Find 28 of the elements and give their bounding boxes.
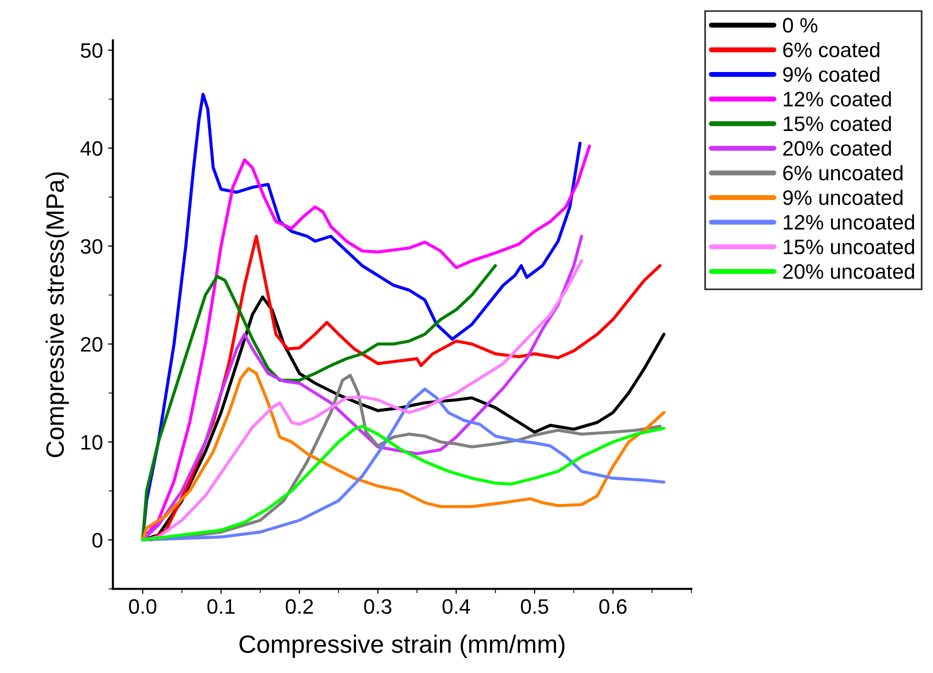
x-tick-label: 0.5 xyxy=(520,599,548,614)
line-series xyxy=(141,264,497,542)
y-tick-label: 40 xyxy=(80,141,102,156)
legend-label: 15% uncoated xyxy=(784,239,914,254)
legend-label: 6% coated xyxy=(783,42,880,58)
legend-label: 9% uncoated xyxy=(783,190,902,206)
y-tick-label: 30 xyxy=(80,239,102,254)
x-tick-label: 0.3 xyxy=(364,599,392,614)
x-tick-label: 0.1 xyxy=(207,599,235,614)
x-tick-label: 0.6 xyxy=(599,599,627,614)
legend-label: 6% uncoated xyxy=(783,165,902,180)
legend-label: 12% coated xyxy=(784,91,891,107)
y-axis-title: Compressive stress(MPa) xyxy=(46,172,69,458)
legend-label: 9% coated xyxy=(783,66,880,82)
line-series xyxy=(141,424,666,542)
legend-label: 20% uncoated xyxy=(783,264,914,279)
x-tick-label: 0.4 xyxy=(442,599,470,614)
y-tick-label: 10 xyxy=(82,434,102,450)
legend-label: 12% uncoated xyxy=(784,214,914,230)
x-tick-label: 0.2 xyxy=(286,599,313,614)
legend-label: 0 % xyxy=(783,18,818,33)
y-tick-label: 20 xyxy=(81,337,102,352)
y-tick-label: 50 xyxy=(80,43,102,58)
y-tick-label: 0 xyxy=(92,532,102,548)
x-axis-title: Compressive strain (mm/mm) xyxy=(240,634,564,658)
legend-label: 20% coated xyxy=(783,140,891,156)
legend-label: 15% coated xyxy=(784,116,891,132)
x-tick-label: 0.0 xyxy=(129,599,156,614)
